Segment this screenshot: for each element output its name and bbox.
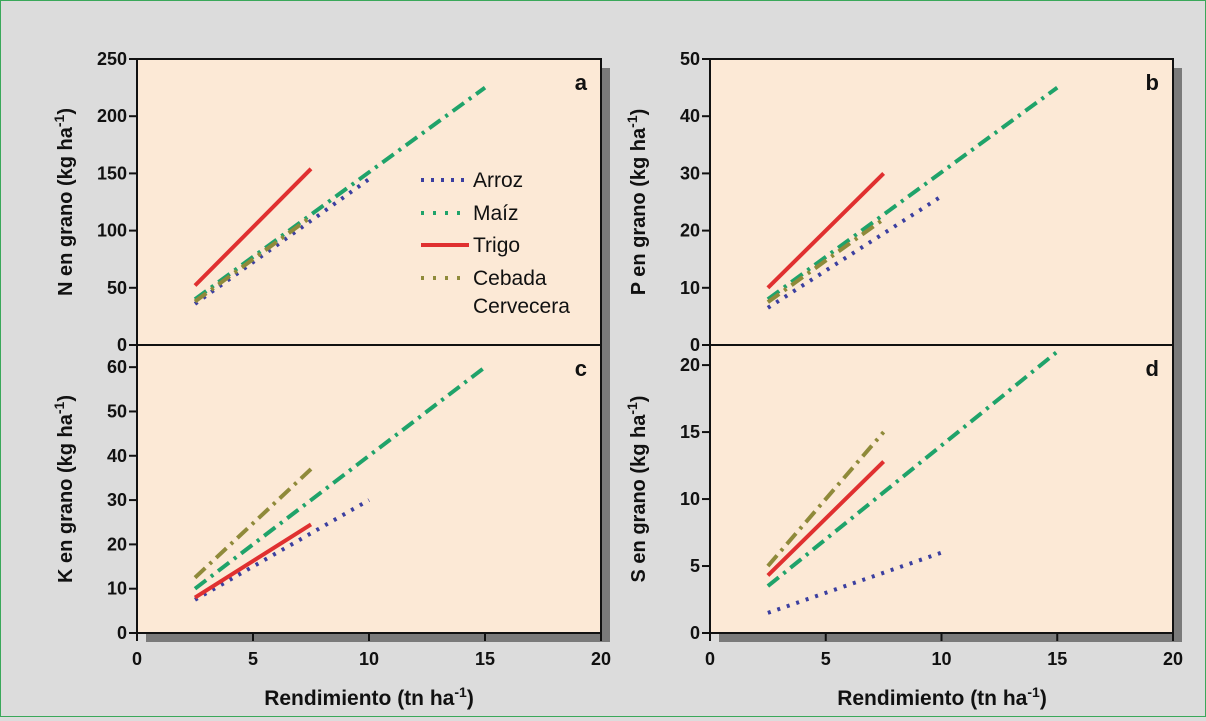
panel-c-series-arroz: [194, 498, 370, 602]
panel-d-series-trigo: [766, 460, 886, 577]
panel-c-xtick-label: 10: [359, 649, 379, 669]
panel-d-label: d: [1146, 356, 1159, 381]
panel-a-plot-area: [136, 58, 602, 346]
panel-a-ytick-label: 50: [107, 278, 127, 298]
panel-a-series-trigo: [193, 167, 313, 287]
panel-b-ytick-label: 0: [690, 335, 700, 355]
panel-a-ytick-label: 0: [117, 335, 127, 355]
panel-c-xtick-label: 15: [475, 649, 495, 669]
panel-b-ytick-label: 30: [680, 163, 700, 183]
panel-d-plot-area: [709, 344, 1174, 634]
panel-d-series-arroz: [767, 550, 943, 615]
panel-a-ytick-label: 100: [97, 221, 127, 241]
panel-d-series-ma-z: [766, 350, 1059, 588]
legend: Arroz Maíz Trigo Cebada Cervecera: [421, 169, 570, 318]
panel-a-ytick-label: 250: [97, 49, 127, 69]
panel-c-y-axis-title: K en grano (kg ha-1): [51, 395, 77, 583]
panel-c-series-ma-z: [193, 365, 487, 591]
panel-c-ytick-label: 0: [117, 623, 127, 643]
panel-d-xtick-label: 20: [1163, 649, 1183, 669]
panel-d-ytick-label: 10: [680, 489, 700, 509]
panel-c-xtick-label: 20: [591, 649, 611, 669]
legend-label-cervecera: Cervecera: [473, 295, 570, 318]
x-axis-title-right: Rendimiento (tn ha-1): [837, 684, 1047, 710]
panel-d-ytick-label: 5: [690, 556, 700, 576]
panel-d-series-cebada-cervecera: [766, 430, 886, 568]
panel-a-y-axis-title: N en grano (kg ha-1): [51, 108, 77, 296]
legend-label-cebada: Cebada: [473, 267, 547, 290]
legend-label-trigo: Trigo: [473, 234, 520, 257]
panel-a-series-cebada-cervecera: [193, 215, 313, 304]
panel-c-ytick-label: 10: [107, 579, 127, 599]
panel-d-y-axis-title: S en grano (kg ha-1): [624, 396, 650, 583]
panel-b-ytick-label: 50: [680, 49, 700, 69]
panel-c-xtick-label: 5: [248, 649, 258, 669]
panel-b-series-trigo: [766, 171, 886, 290]
panel-c-ytick-label: 60: [107, 357, 127, 377]
legend-label-maiz: Maíz: [473, 202, 519, 225]
panel-a-ytick-label: 200: [97, 106, 127, 126]
panel-c-label: c: [575, 356, 587, 381]
panel-b-series-cebada-cervecera: [766, 217, 885, 304]
legend-label-arroz: Arroz: [473, 169, 523, 192]
panel-d-xtick-label: 10: [931, 649, 951, 669]
panel-c-xtick-label: 0: [132, 649, 142, 669]
panel-c-ytick-label: 50: [107, 401, 127, 421]
panel-c-ytick-label: 40: [107, 446, 127, 466]
panel-a-label: a: [575, 70, 588, 95]
panel-d-xtick-label: 5: [821, 649, 831, 669]
panel-c-ytick-label: 30: [107, 490, 127, 510]
panel-d-xtick-label: 0: [705, 649, 715, 669]
panel-c-series-cebada-cervecera: [193, 467, 313, 580]
panel-b-ytick-label: 40: [680, 106, 700, 126]
panel-b-series-arroz: [766, 194, 943, 310]
panel-a-ytick-label: 150: [97, 163, 127, 183]
panel-b-ytick-label: 10: [680, 278, 700, 298]
panel-d-ytick-label: 15: [680, 422, 700, 442]
panel-c-series-trigo: [193, 522, 313, 600]
x-axis-title-left: Rendimiento (tn ha-1): [264, 684, 474, 710]
panel-c-ytick-label: 20: [107, 534, 127, 554]
panel-d-xtick-label: 15: [1047, 649, 1067, 669]
panel-d-ytick-label: 0: [690, 623, 700, 643]
panel-b-y-axis-title: P en grano (kg ha-1): [624, 109, 650, 296]
panel-b-label: b: [1146, 70, 1159, 95]
panel-b-ytick-label: 20: [680, 221, 700, 241]
panel-d-ytick-label: 20: [680, 355, 700, 375]
panel-b-series-ma-z: [766, 85, 1059, 301]
